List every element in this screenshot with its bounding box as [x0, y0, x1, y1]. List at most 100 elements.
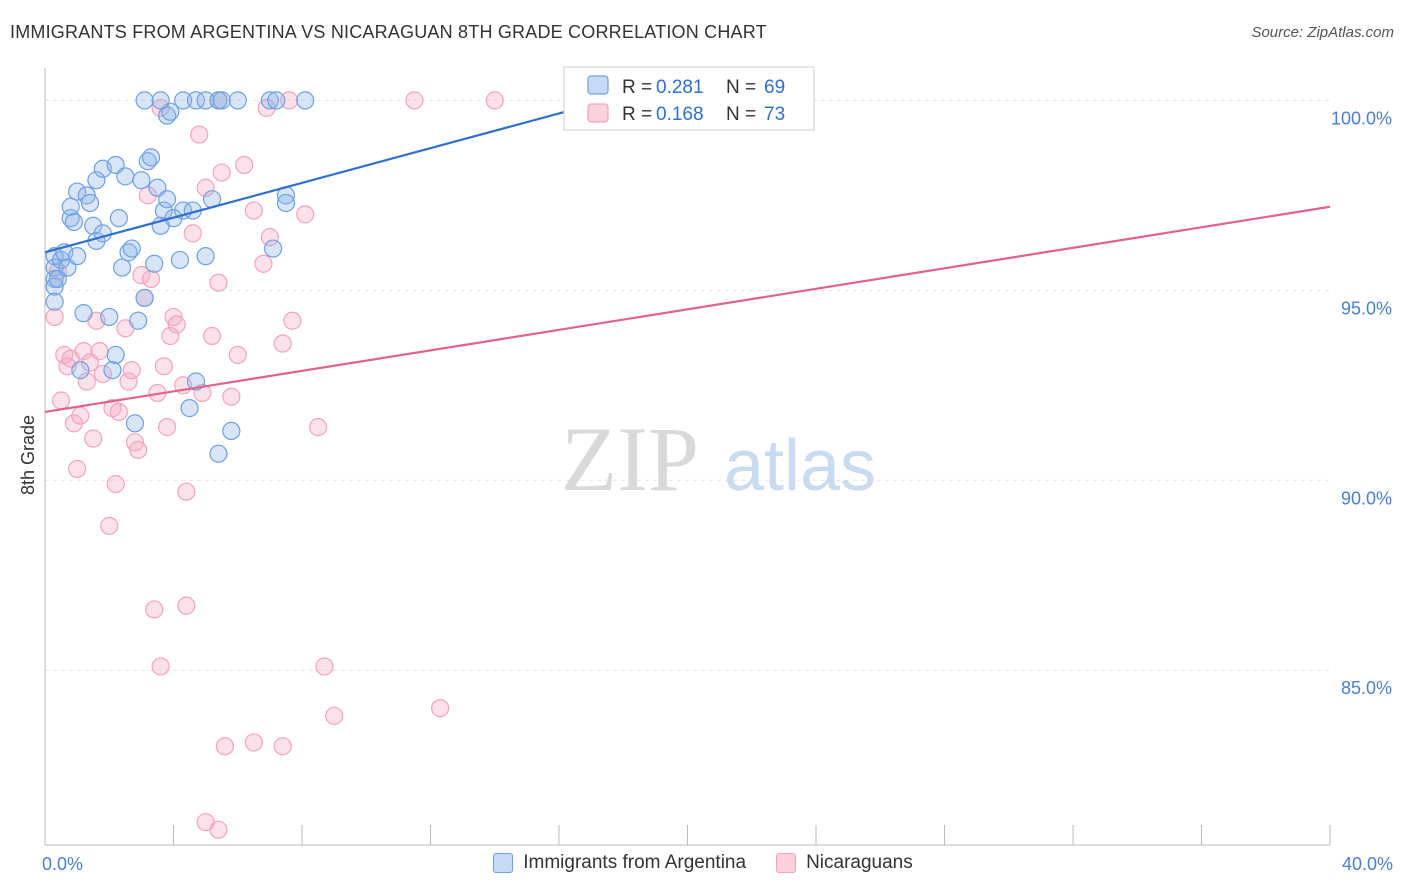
point-nicaraguans: [138, 186, 157, 205]
point-argentina: [151, 91, 170, 110]
point-nicaraguans: [254, 254, 273, 273]
point-nicaraguans: [244, 201, 263, 220]
point-nicaraguans: [119, 372, 138, 391]
point-argentina: [84, 216, 103, 235]
legend-item-nicaraguans: Nicaraguans: [776, 852, 913, 874]
point-argentina: [61, 197, 80, 216]
watermark: ZIP atlas: [561, 408, 876, 510]
point-argentina: [80, 193, 100, 213]
point-nicaraguans: [228, 345, 247, 365]
point-argentina: [296, 91, 315, 110]
legend-n-label: N =: [726, 104, 756, 125]
point-nicaraguans: [90, 342, 109, 361]
point-nicaraguans: [196, 178, 215, 197]
point-argentina: [196, 247, 215, 266]
point-nicaraguans: [273, 737, 292, 756]
point-argentina: [64, 212, 84, 232]
point-nicaraguans: [45, 307, 64, 327]
trend-line-argentina: [44, 99, 608, 254]
y-axis-label: 8th Grade: [18, 415, 38, 495]
legend-stats-swatch-blue: [587, 75, 609, 95]
point-argentina: [45, 292, 64, 311]
point-nicaraguans: [405, 91, 424, 110]
point-argentina: [209, 444, 228, 463]
point-nicaraguans: [273, 334, 292, 353]
point-nicaraguans: [84, 429, 103, 448]
point-nicaraguans: [177, 596, 196, 615]
legend-item-argentina: Immigrants from Argentina: [493, 852, 746, 874]
chart-title: IMMIGRANTS FROM ARGENTINA VS NICARAGUAN …: [10, 22, 767, 42]
point-argentina: [116, 167, 135, 186]
point-nicaraguans: [106, 474, 125, 494]
trend-lines: [44, 99, 1331, 413]
legend-n-value: 69: [764, 77, 785, 98]
point-nicaraguans: [151, 98, 170, 118]
point-nicaraguans: [244, 733, 263, 752]
point-argentina: [174, 91, 193, 110]
point-argentina: [186, 372, 206, 391]
legend-n-label: N =: [726, 77, 756, 98]
x-tick-label: 0.0%: [42, 854, 83, 874]
point-argentina: [212, 91, 231, 110]
legend-stats-swatch-pink: [587, 103, 609, 123]
point-argentina: [222, 421, 241, 441]
legend-r-value: 0.281: [656, 77, 704, 98]
point-nicaraguans: [177, 482, 196, 501]
point-nicaraguans: [325, 706, 344, 725]
point-nicaraguans: [93, 364, 112, 384]
point-argentina: [106, 345, 125, 365]
y-tick-label: 95.0%: [1341, 298, 1392, 318]
point-argentina: [180, 399, 199, 418]
point-argentina: [135, 288, 154, 308]
point-argentina: [122, 239, 141, 258]
point-argentina: [276, 193, 296, 213]
legend-swatch-pink: [776, 853, 797, 873]
point-nicaraguans: [68, 459, 87, 478]
point-argentina: [157, 190, 177, 209]
legend-n-value: 73: [764, 104, 785, 125]
point-argentina: [154, 201, 173, 220]
axes: [44, 68, 1331, 846]
point-argentina: [129, 311, 148, 330]
point-argentina: [196, 91, 215, 110]
point-nicaraguans: [193, 383, 212, 403]
point-nicaraguans: [122, 361, 141, 380]
point-argentina: [71, 361, 90, 380]
point-nicaraguans: [283, 311, 302, 330]
point-nicaraguans: [308, 418, 328, 437]
y-tick-label: 100.0%: [1331, 108, 1392, 128]
legend-swatch-blue: [493, 853, 514, 873]
legend-label-argentina: Immigrants from Argentina: [523, 852, 747, 873]
point-argentina: [263, 239, 283, 258]
y-tick-label: 90.0%: [1341, 488, 1392, 508]
point-argentina: [170, 250, 190, 270]
point-argentina: [267, 91, 286, 110]
point-argentina: [141, 148, 161, 167]
y-tick-labels: 100.0% 95.0% 90.0% 85.0%: [1331, 108, 1392, 698]
point-nicaraguans: [141, 269, 161, 289]
point-nicaraguans: [235, 155, 254, 175]
legend-stats: R = 0.281 N = 69 R = 0.168 N = 73: [563, 66, 815, 131]
legend-r-label: R =: [622, 104, 652, 125]
point-argentina: [103, 361, 122, 380]
point-argentina: [112, 258, 132, 277]
point-argentina: [135, 91, 154, 110]
point-nicaraguans: [190, 125, 209, 144]
point-nicaraguans: [315, 657, 334, 676]
point-nicaraguans: [296, 205, 315, 224]
trend-line-nicaraguans: [44, 205, 1331, 413]
point-nicaraguans: [64, 414, 84, 433]
point-argentina: [74, 304, 93, 323]
point-nicaraguans: [202, 326, 222, 346]
point-nicaraguans: [109, 402, 128, 422]
point-argentina: [87, 171, 106, 190]
point-nicaraguans: [167, 315, 186, 334]
point-argentina: [109, 209, 128, 228]
point-nicaraguans: [71, 406, 90, 425]
point-argentina: [260, 91, 279, 110]
y-tick-label: 85.0%: [1341, 678, 1392, 698]
point-nicaraguans: [431, 699, 450, 718]
point-nicaraguans: [215, 737, 234, 756]
x-tick-label: 40.0%: [1342, 854, 1393, 874]
